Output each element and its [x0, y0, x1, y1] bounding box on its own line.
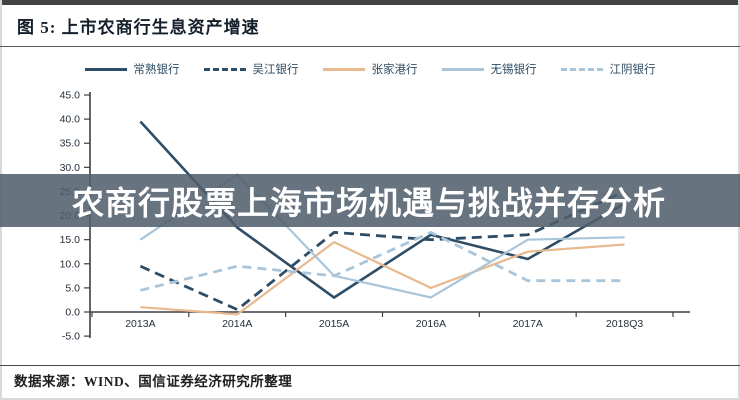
- x-tick-label: 2014A: [222, 318, 252, 330]
- top-rule: [0, 0, 740, 5]
- y-tick-label: 40.0: [60, 114, 81, 126]
- legend-label: 张家港行: [371, 64, 418, 76]
- legend-line-sample: [322, 67, 365, 71]
- legend-item: 吴江银行: [203, 61, 299, 77]
- footer-divider: [0, 365, 740, 366]
- legend-label: 江阴银行: [609, 64, 656, 76]
- x-tick-label: 2015A: [319, 318, 349, 330]
- legend-line-sample: [441, 67, 484, 71]
- x-tick-label: 2016A: [416, 318, 446, 330]
- series-line-2: [140, 240, 625, 316]
- y-tick-label: 15.0: [60, 234, 81, 246]
- x-tick-label: 2013A: [125, 318, 155, 330]
- y-tick-label: 45.0: [60, 90, 81, 102]
- y-tick-label: -5.0: [62, 331, 80, 343]
- legend-line-sample: [203, 67, 246, 71]
- y-tick-label: 0.0: [65, 307, 80, 319]
- figure-title: 图 5: 上市农商行生息资产增速: [17, 18, 260, 37]
- legend-item: 无锡银行: [441, 61, 537, 77]
- legend-item: 常熟银行: [84, 61, 180, 77]
- y-tick-label: 35.0: [60, 138, 81, 150]
- headline-overlay-banner: 农商行股票上海市场机遇与挑战并存分析: [0, 174, 740, 227]
- frame-edge-bottom: [0, 398, 740, 400]
- legend-label: 吴江银行: [252, 64, 299, 76]
- headline-overlay-text: 农商行股票上海市场机遇与挑战并存分析: [72, 184, 667, 221]
- series-line-4: [140, 230, 625, 292]
- series-line-1: [139, 190, 626, 312]
- chart-legend: 常熟银行 吴江银行 张家港行 无锡银行 江阴银行: [0, 61, 740, 77]
- y-tick-label: 30.0: [60, 162, 81, 174]
- legend-label: 常熟银行: [133, 64, 180, 76]
- legend-line-sample: [84, 67, 127, 71]
- legend-item: 张家港行: [322, 61, 418, 77]
- legend-item: 江阴银行: [560, 61, 656, 77]
- title-divider: [0, 46, 740, 47]
- y-tick-label: 10.0: [60, 258, 81, 270]
- legend-label: 无锡银行: [490, 64, 537, 76]
- y-tick-label: 5.0: [65, 282, 80, 294]
- x-tick-label: 2018Q3: [606, 318, 644, 330]
- x-tick-label: 2017A: [513, 318, 543, 330]
- legend-line-sample: [560, 67, 603, 71]
- data-source-note: 数据来源：WIND、国信证券经济研究所整理: [14, 374, 293, 389]
